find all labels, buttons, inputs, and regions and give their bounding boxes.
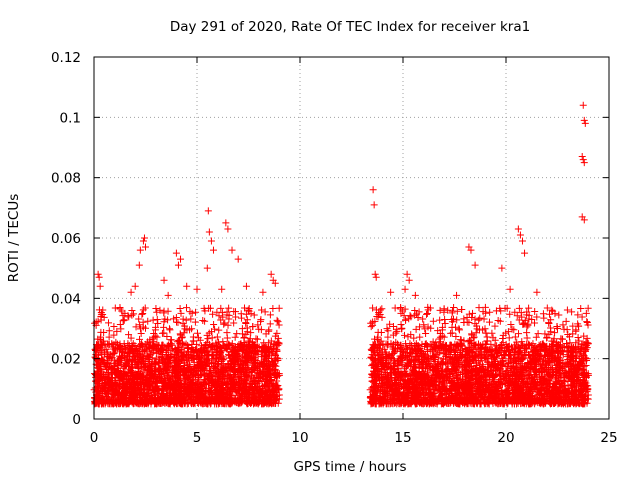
data-point [191, 318, 199, 326]
data-point [136, 335, 144, 343]
data-point [110, 323, 118, 331]
data-point [177, 309, 185, 317]
data-point [139, 309, 147, 317]
data-point [258, 306, 266, 314]
data-point [160, 323, 168, 331]
data-point [269, 304, 277, 312]
data-point [105, 319, 113, 327]
data-point [179, 353, 187, 361]
data-point [202, 352, 210, 360]
data-point [274, 318, 282, 326]
data-point [267, 337, 275, 345]
data-point [148, 354, 156, 362]
data-point [179, 320, 187, 328]
data-point [188, 309, 196, 317]
data-points [90, 101, 592, 408]
data-point [266, 320, 274, 328]
data-point [111, 304, 119, 312]
data-point [210, 320, 218, 328]
grid-lines [94, 57, 609, 419]
data-point [105, 327, 113, 335]
data-point [275, 304, 283, 312]
data-point [215, 326, 223, 334]
data-point [266, 311, 274, 319]
data-point [257, 326, 265, 334]
data-point [246, 335, 254, 343]
data-point [181, 325, 189, 333]
data-point [231, 333, 239, 341]
data-point [141, 347, 149, 355]
data-point [151, 332, 159, 340]
data-point [156, 344, 164, 352]
data-point [204, 335, 212, 343]
data-point [208, 334, 216, 342]
data-point [243, 316, 251, 324]
data-point [116, 305, 124, 313]
data-point [198, 365, 206, 373]
data-point [247, 329, 255, 337]
data-point [244, 306, 252, 314]
data-point [273, 316, 281, 324]
data-point [242, 310, 250, 318]
data-point [170, 315, 178, 323]
data-point [230, 319, 238, 327]
data-point [125, 313, 133, 321]
data-point [261, 308, 269, 316]
data-point [105, 333, 113, 341]
data-point [163, 333, 171, 341]
data-point [137, 330, 145, 338]
data-point [197, 371, 205, 379]
data-point [176, 304, 184, 312]
data-point [221, 342, 229, 350]
data-point [182, 316, 190, 324]
data-point [200, 304, 208, 312]
data-point [152, 305, 160, 313]
data-point [120, 316, 128, 324]
data-point [236, 380, 244, 388]
data-point [110, 331, 118, 339]
data-point [193, 329, 201, 337]
data-point [113, 327, 121, 335]
data-point [274, 334, 282, 342]
data-point [110, 349, 118, 357]
data-point [230, 307, 238, 315]
data-point [221, 319, 229, 327]
data-point [235, 341, 243, 349]
